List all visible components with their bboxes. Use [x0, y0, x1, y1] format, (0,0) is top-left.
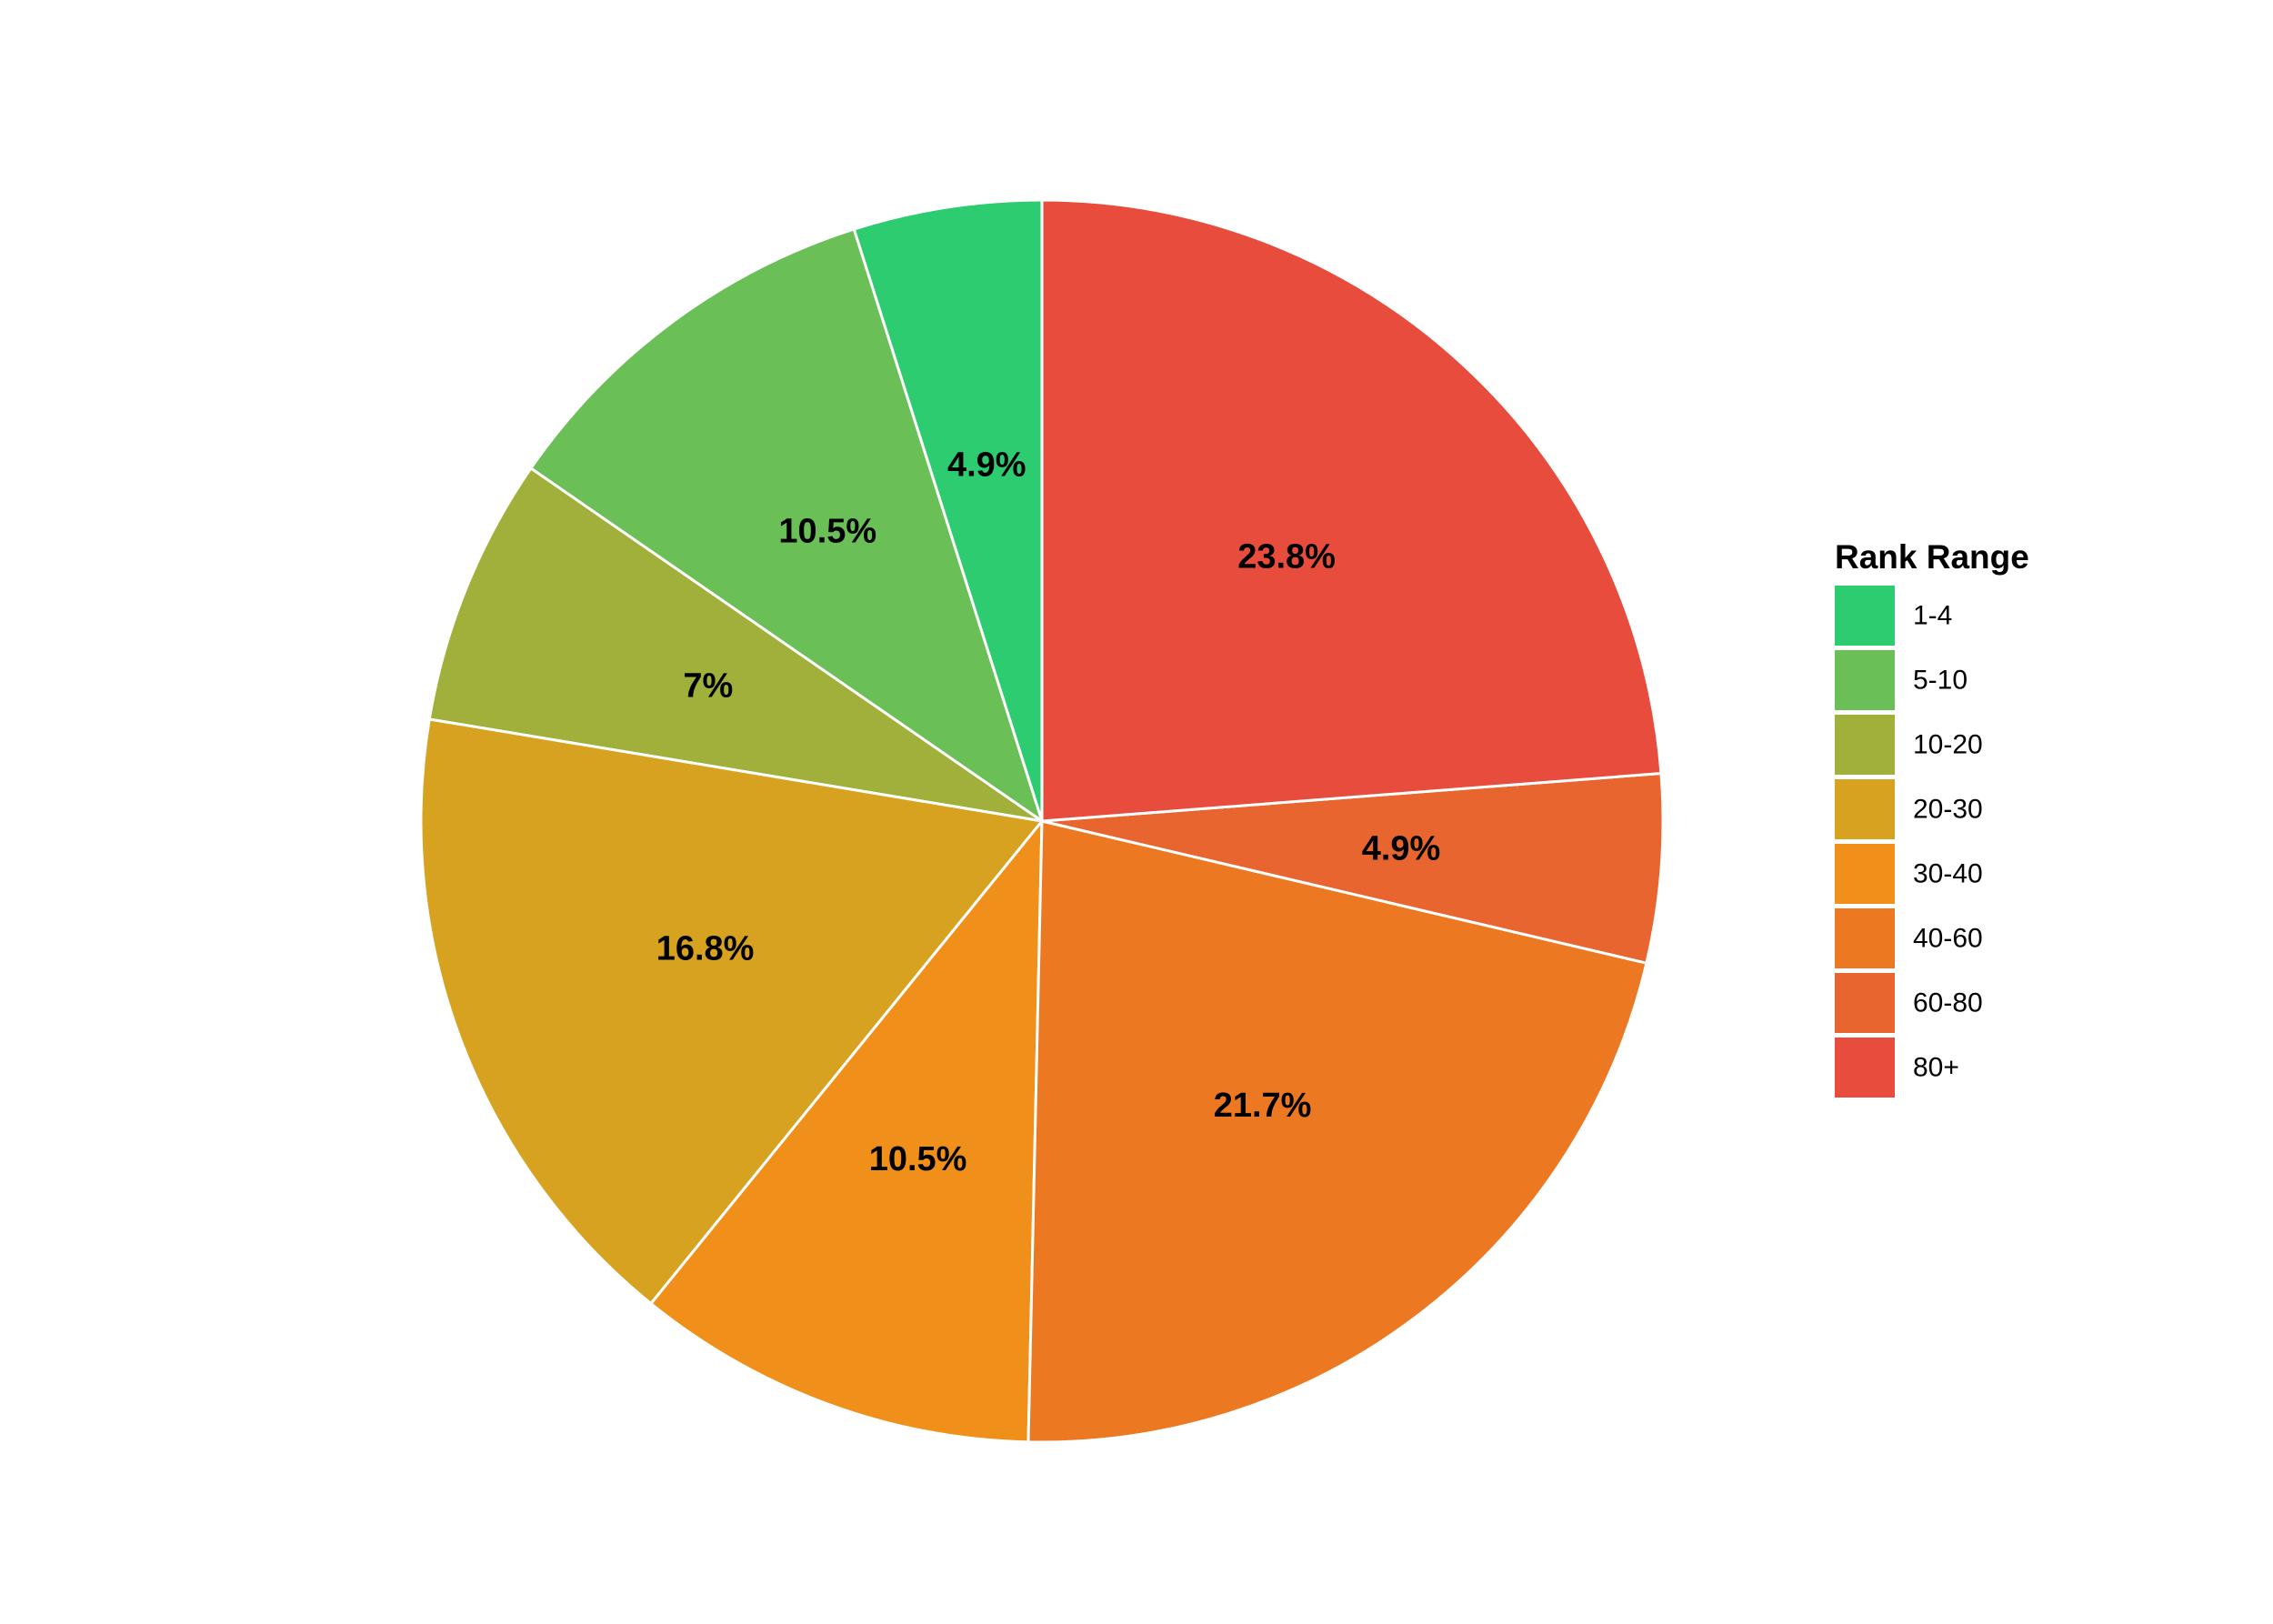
- legend-label-20-30: 20-30: [1913, 795, 1983, 825]
- pie-slice-40-60: [1026, 819, 1648, 1444]
- legend-items: 1-4 5-10 10-20 20-30 30-40 40-60 60-80 80+: [1835, 586, 1983, 1098]
- legend-label-80+: 80+: [1913, 1053, 1959, 1083]
- legend-key-1-4: [1835, 586, 1895, 646]
- pie-slice-60-80: [1040, 772, 1665, 965]
- slice-label-60-80: 4.9%: [1362, 829, 1441, 867]
- slice-label-20-30: 16.8%: [656, 930, 755, 968]
- slice-label-80+: 23.8%: [1237, 537, 1336, 576]
- legend-label-40-60: 40-60: [1913, 924, 1983, 954]
- legend-label-60-80: 60-80: [1913, 988, 1983, 1018]
- legend-label-30-40: 30-40: [1913, 859, 1983, 889]
- legend-key-40-60: [1835, 908, 1895, 968]
- slice-label-40-60: 21.7%: [1214, 1087, 1312, 1125]
- legend-key-10-20: [1835, 715, 1895, 775]
- legend-key-5-10: [1835, 650, 1895, 710]
- pie-slice-5-10: [529, 227, 1044, 823]
- slice-label-10-20: 7%: [683, 667, 733, 705]
- pie-slices: [419, 198, 1665, 1444]
- legend-key-80+: [1835, 1038, 1895, 1098]
- slice-label-30-40: 10.5%: [869, 1140, 967, 1178]
- pie-slice-20-30: [419, 717, 1044, 1306]
- legend-key-20-30: [1835, 779, 1895, 839]
- legend-key-60-80: [1835, 973, 1895, 1033]
- slice-label-5-10: 10.5%: [778, 513, 876, 551]
- legend-key-30-40: [1835, 844, 1895, 904]
- pie-slice-1-4: [852, 198, 1044, 823]
- pie-slice-labels: 4.9% 10.5% 7% 16.8% 10.5% 21.7% 4.9% 23.8%: [656, 446, 1441, 1178]
- legend-label-10-20: 10-20: [1913, 730, 1983, 760]
- legend: Rank Range 1-4 5-10 10-20 20-30 30-40 40-60 60…: [1835, 538, 2029, 1098]
- pie-slice-10-20: [427, 466, 1044, 823]
- legend-label-1-4: 1-4: [1913, 601, 1952, 631]
- legend-label-5-10: 5-10: [1913, 666, 1968, 696]
- pie-slice-30-40: [649, 819, 1044, 1444]
- legend-title: Rank Range: [1835, 538, 2029, 576]
- pie-slice-80+: [1040, 198, 1663, 823]
- slice-label-1-4: 4.9%: [947, 446, 1026, 485]
